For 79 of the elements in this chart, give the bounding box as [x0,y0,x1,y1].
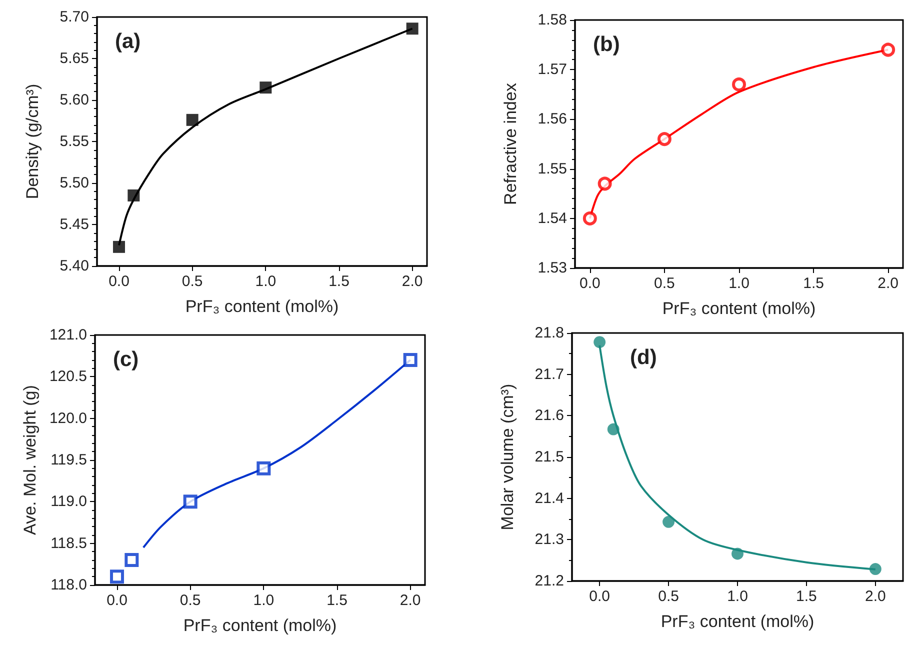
x-tick-label: 1.0 [253,592,274,609]
x-tick-label: 0.5 [182,273,203,290]
y-axis-title: Molar volume (cm³) [498,384,517,530]
point [598,176,612,191]
point [128,189,140,202]
x-axis-title: PrF₃ content (mol%) [662,299,816,318]
x-tick-label: 1.5 [328,273,350,290]
point [110,570,124,584]
x-tick-label: 0.5 [654,275,675,292]
y-tick-label: 21.7 [534,366,564,383]
y-tick-label: 5.55 [60,133,89,150]
y-tick-label: 5.60 [60,92,89,108]
y-axis-title: Density (g/cm³) [23,84,42,200]
point [732,77,746,92]
x-tick-label: 2.0 [400,592,421,609]
point [594,336,606,348]
x-tick-label: 1.0 [255,273,276,290]
x-tick-label: 0.5 [180,592,201,609]
x-axis-title: PrF₃ content (mol%) [183,616,337,635]
point [732,548,744,560]
y-tick-label: 5.40 [60,258,89,274]
x-axis-title: PrF₃ content (mol%) [185,297,339,316]
y-tick-label: 1.57 [538,61,567,78]
x-tick-label: 0.5 [658,588,679,605]
point [657,132,672,146]
point [869,563,882,576]
point [186,114,198,126]
x-tick-label: 2.0 [864,588,886,605]
x-tick-label: 1.5 [803,275,824,292]
y-tick-label: 21.2 [534,572,564,590]
y-tick-label: 121.0 [49,326,87,344]
y-tick-label: 1.56 [538,110,567,128]
y-tick-label: 1.53 [538,260,567,276]
annotation: (b) [593,33,620,56]
y-tick-label: 118.5 [50,534,87,552]
x-tick-label: 1.5 [326,592,348,609]
y-tick-label: 119.5 [50,452,87,468]
y-tick-label: 5.65 [60,50,89,67]
y-tick-label: 21.4 [534,490,564,507]
y-tick-label: 1.54 [538,210,567,227]
annotation: (d) [630,346,657,369]
y-tick-label: 21.3 [534,531,564,548]
y-tick-label: 120.5 [49,368,87,386]
point [607,423,620,436]
y-tick-label: 120.0 [49,410,87,427]
x-tick-label: 1.5 [796,588,817,605]
y-tick-label: 5.50 [60,174,89,192]
point [662,516,675,528]
y-tick-label: 5.70 [60,8,89,26]
x-axis-title: PrF₃ content (mol%) [660,612,814,631]
point [124,553,139,567]
x-tick-label: 1.0 [728,275,750,292]
x-tick-label: 0.0 [589,588,610,605]
y-axis-title: Refractive index [501,82,520,205]
x-tick-label: 2.0 [402,273,423,290]
point [256,461,271,476]
x-tick-label: 0.0 [106,592,128,609]
x-tick-label: 0.0 [579,275,600,292]
point [406,22,418,35]
y-tick-label: 1.55 [538,160,567,178]
y-tick-label: 1.58 [538,12,567,28]
y-tick-label: 21.6 [534,407,564,424]
x-tick-label: 1.0 [727,588,748,605]
point [260,82,272,94]
point [183,494,198,509]
y-tick-label: 21.5 [534,448,564,466]
point [113,240,125,253]
point [582,211,597,226]
point [881,42,896,57]
point [403,353,418,367]
annotation: (a) [115,30,141,53]
y-axis-title: Ave. Mol. weight (g) [20,385,40,535]
y-tick-label: 119.0 [50,493,87,510]
y-tick-label: 21.8 [534,324,564,342]
x-tick-label: 2.0 [878,275,899,292]
annotation: (c) [113,348,139,371]
y-tick-label: 118.0 [50,576,87,594]
y-tick-label: 5.45 [60,216,89,233]
x-tick-label: 0.0 [108,273,130,290]
